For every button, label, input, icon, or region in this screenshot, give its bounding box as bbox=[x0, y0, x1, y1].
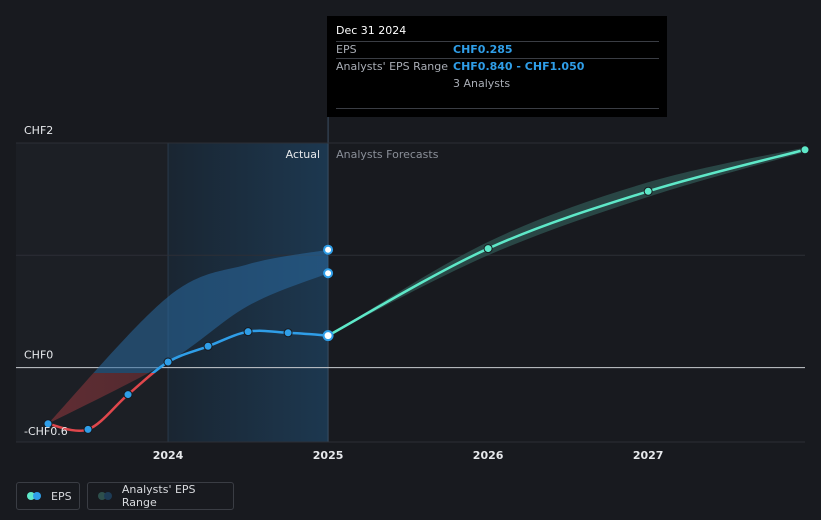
tooltip-eps-label: EPS bbox=[336, 43, 357, 56]
forecast-label: Analysts Forecasts bbox=[336, 148, 439, 161]
x-tick-label: 2026 bbox=[473, 449, 504, 462]
eps-point bbox=[203, 341, 213, 351]
legend-range-button[interactable]: Analysts' EPS Range bbox=[87, 482, 234, 510]
forecast-point bbox=[643, 186, 653, 196]
legend-eps-button[interactable]: EPS bbox=[16, 482, 80, 510]
eps-point bbox=[123, 390, 133, 400]
tooltip-range-label: Analysts' EPS Range bbox=[336, 60, 449, 73]
y-tick-label: CHF2 bbox=[24, 124, 53, 137]
actual-range-band-negative bbox=[48, 373, 149, 424]
eps-point bbox=[43, 419, 53, 429]
tooltip: Dec 31 2024 EPS CHF0.285 Analysts' EPS R… bbox=[327, 16, 667, 117]
x-tick-label: 2027 bbox=[633, 449, 664, 462]
legend-range-label: Analysts' EPS Range bbox=[121, 483, 196, 509]
tooltip-range-value: CHF0.840 - CHF1.050 bbox=[453, 60, 585, 73]
tooltip-date: Dec 31 2024 bbox=[336, 24, 407, 37]
current-eps-point bbox=[322, 330, 334, 342]
tooltip-eps-value: CHF0.285 bbox=[453, 43, 513, 56]
range-point bbox=[323, 268, 334, 279]
forecast-point bbox=[483, 244, 493, 254]
eps-point bbox=[83, 424, 93, 434]
eps-point bbox=[243, 327, 253, 337]
y-tick-label: CHF0 bbox=[24, 349, 53, 362]
forecast-line bbox=[327, 148, 806, 337]
eps-point bbox=[163, 357, 173, 367]
tooltip-divider bbox=[336, 108, 659, 109]
actual-label: Actual bbox=[286, 148, 320, 161]
forecast-point bbox=[800, 145, 810, 155]
tooltip-analysts: 3 Analysts bbox=[453, 77, 511, 90]
y-tick-label: -CHF0.6 bbox=[24, 425, 68, 438]
eps-point bbox=[283, 328, 293, 338]
legend-eps-label: EPS bbox=[51, 489, 72, 503]
actual-range-band bbox=[93, 249, 329, 373]
range-point bbox=[323, 244, 334, 255]
x-tick-label: 2025 bbox=[313, 449, 344, 462]
range-legend-icon bbox=[98, 492, 114, 500]
tooltip-divider bbox=[336, 58, 659, 59]
x-tick-label: 2024 bbox=[153, 449, 184, 462]
tooltip-divider bbox=[336, 41, 659, 42]
eps-legend-icon bbox=[27, 492, 43, 500]
forecast-range-band bbox=[328, 147, 805, 336]
